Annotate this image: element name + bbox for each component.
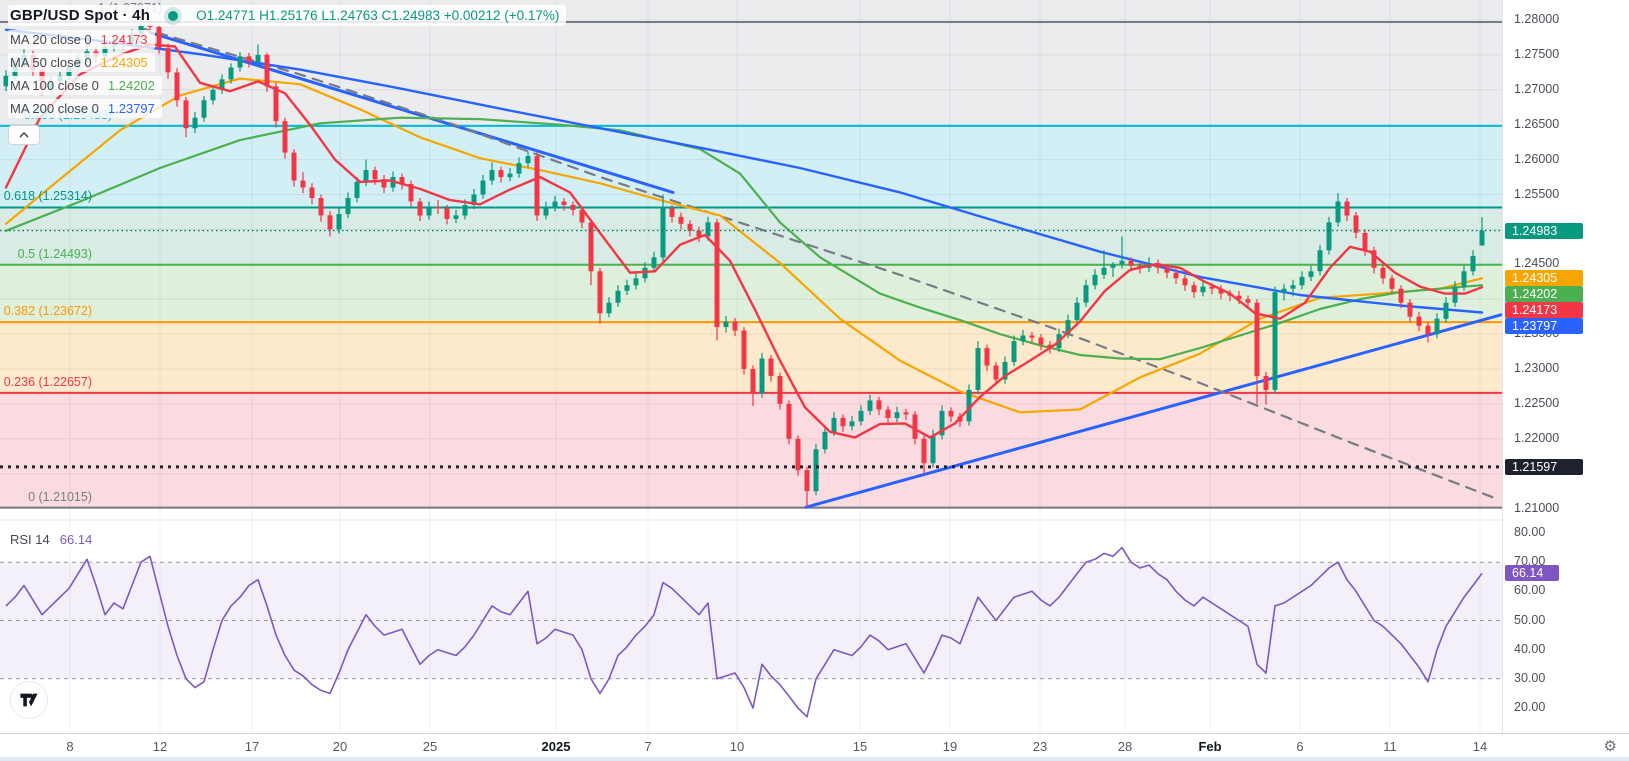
rsi-tick-70.00: 70.00 <box>1514 554 1546 569</box>
ma50-value: 1.24305 <box>100 55 148 70</box>
price-tick-1.24500: 1.24500 <box>1514 256 1560 271</box>
legend-panel: GBP/USD Spot · 4h O1.24771 H1.25176 L1.2… <box>8 5 567 145</box>
time-tick-14: 14 <box>1472 739 1488 754</box>
time-tick-7: 7 <box>644 739 652 754</box>
ma50-label: MA 50 close 0 <box>10 55 92 70</box>
symbol-title[interactable]: GBP/USD Spot · 4h <box>10 7 151 24</box>
price-tick-1.28000: 1.28000 <box>1514 12 1560 26</box>
time-tick-19: 19 <box>942 739 958 754</box>
tradingview-logo-icon <box>20 693 38 707</box>
legend-row-ma20[interactable]: MA 20 close 0 1.24173 <box>8 30 155 49</box>
chevron-up-icon <box>19 132 29 138</box>
time-axis[interactable]: ⚙ 8 12 17 20 25 2025 7 10 15 19 23 28 Feb 6 11 14 <box>0 733 1629 757</box>
price-tick-1.26500: 1.26500 <box>1514 116 1560 131</box>
ma200-label: MA 200 close 0 <box>10 101 99 116</box>
price-tick-1.26000: 1.26000 <box>1514 151 1560 166</box>
rsi-tick-60.00: 60.00 <box>1514 583 1546 598</box>
time-tick-28: 28 <box>1117 739 1133 754</box>
price-badge-1.24202: 1.24202 <box>1505 286 1583 302</box>
time-tick-8: 8 <box>66 739 74 754</box>
price-tick-1.21000: 1.21000 <box>1514 500 1560 515</box>
time-tick-25: 25 <box>422 739 438 754</box>
rsi-label: RSI 14 <box>10 532 50 547</box>
symbol-header-row: GBP/USD Spot · 4h O1.24771 H1.25176 L1.2… <box>8 5 567 26</box>
price-badge-1.21597: 1.21597 <box>1505 459 1583 475</box>
time-tick-12: 12 <box>152 739 168 754</box>
price-tick-1.25500: 1.25500 <box>1514 186 1560 201</box>
price-axis[interactable]: 1.28000 1.27500 1.27000 1.26500 1.26000 1.255… <box>1502 0 1629 733</box>
time-tick-Feb: Feb <box>1198 739 1222 754</box>
rsi-tick-30.00: 30.00 <box>1514 670 1546 685</box>
settings-gear-icon[interactable]: ⚙ <box>1603 738 1617 755</box>
time-tick-23: 23 <box>1032 739 1048 754</box>
rsi-value-badge: 66.14 <box>1505 565 1559 581</box>
price-tick-1.22000: 1.22000 <box>1514 430 1560 445</box>
time-tick-10: 10 <box>729 739 745 754</box>
ma20-value: 1.24173 <box>100 32 148 47</box>
price-badge-1.23797: 1.23797 <box>1505 318 1583 334</box>
price-tick-1.23000: 1.23000 <box>1514 361 1560 375</box>
legend-row-ma50[interactable]: MA 50 close 0 1.24305 <box>8 53 155 72</box>
price-tick-1.27000: 1.27000 <box>1514 81 1560 96</box>
ma20-label: MA 20 close 0 <box>10 32 92 47</box>
legend-row-ma200[interactable]: MA 200 close 0 1.23797 <box>8 99 162 118</box>
rsi-value: 66.14 <box>59 532 93 547</box>
ohlc-readout: O1.24771 H1.25176 L1.24763 C1.24983 +0.0… <box>196 8 560 23</box>
rsi-legend-row[interactable]: RSI 14 66.14 <box>8 531 100 548</box>
time-tick-20: 20 <box>332 739 348 754</box>
price-tick-1.27500: 1.27500 <box>1514 46 1560 61</box>
rsi-tick-40.00: 40.00 <box>1514 641 1546 656</box>
rsi-tick-80.00: 80.00 <box>1514 525 1546 539</box>
time-tick-17: 17 <box>244 739 260 754</box>
price-tick-1.22500: 1.22500 <box>1514 395 1560 410</box>
tradingview-logo[interactable] <box>10 681 48 719</box>
time-tick-15: 15 <box>852 739 868 754</box>
time-tick-6: 6 <box>1296 739 1304 754</box>
price-badge-1.24983: 1.24983 <box>1505 223 1583 239</box>
bottom-strip <box>0 757 1629 761</box>
legend-row-ma100[interactable]: MA 100 close 0 1.24202 <box>8 76 162 95</box>
ma200-value: 1.23797 <box>107 101 155 116</box>
market-status-icon <box>168 10 179 21</box>
price-badge-1.24305: 1.24305 <box>1505 270 1583 286</box>
rsi-tick-50.00: 50.00 <box>1514 612 1546 627</box>
time-tick-2025: 2025 <box>541 739 571 754</box>
ma100-label: MA 100 close 0 <box>10 78 99 93</box>
time-tick-11: 11 <box>1383 739 1397 754</box>
collapse-indicators-button[interactable] <box>8 125 40 145</box>
price-badge-1.24173: 1.24173 <box>1505 302 1583 318</box>
rsi-tick-20.00: 20.00 <box>1514 700 1546 714</box>
ma100-value: 1.24202 <box>107 78 155 93</box>
